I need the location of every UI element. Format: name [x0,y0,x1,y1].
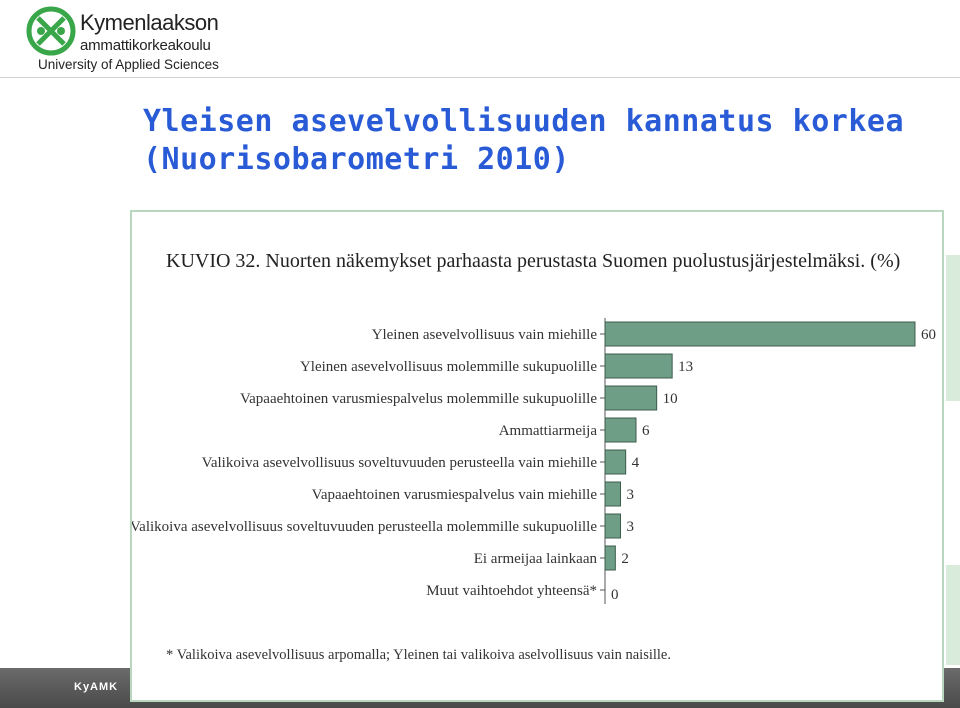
value-label: 3 [627,519,635,535]
value-label: 13 [678,359,693,375]
category-label: Yleinen asevelvollisuus molemmille sukup… [300,359,597,375]
value-label: 3 [627,487,635,503]
category-label: Ei armeijaa lainkaan [474,551,598,567]
category-label: Muut vaihtoehdot yhteensä* [426,583,597,599]
bar [604,385,658,411]
value-label: 2 [621,551,629,567]
bar [604,449,627,475]
logo-subtitle: ammattikorkeakoulu [80,37,211,54]
value-label: 0 [611,587,619,603]
category-label: Yleinen asevelvollisuus vain miehille [372,327,598,343]
bar [604,513,621,539]
bar [604,417,637,443]
decorative-stripe [946,565,960,665]
decorative-stripe [946,255,960,401]
slide-title-line-1: Yleisen asevelvollisuuden kannatus korke… [143,104,905,139]
value-label: 6 [642,423,650,439]
bar [604,353,673,379]
bar [604,545,616,571]
footer-label: KyAMK [74,681,119,693]
category-label: Valikoiva asevelvollisuus soveltuvuuden … [202,455,598,471]
logo-name: Kymenlaakson [80,10,219,35]
value-label: 4 [632,455,640,471]
category-label: Valikoiva asevelvollisuus soveltuvuuden … [132,519,597,535]
chart-footnote: * Valikoiva asevelvollisuus arpomalla; Y… [166,647,671,663]
chart-figure: KUVIO 32. Nuorten näkemykset parhaasta p… [130,210,944,702]
kyamk-logo: Kymenlaakson ammattikorkeakoulu Universi… [26,4,226,74]
kyamk-logo-icon [26,6,76,56]
bar-chart: Yleinen asevelvollisuus vain miehille 60Y… [132,318,936,604]
slide-title: Yleisen asevelvollisuuden kannatus korke… [143,103,943,179]
category-label: Vapaaehtoinen varusmiespalvelus vain mie… [312,487,598,503]
header-divider [0,77,960,78]
logo-tagline: University of Applied Sciences [38,57,219,72]
value-label: 60 [921,327,936,343]
slide-title-line-2: (Nuorisobarometri 2010) [143,142,570,177]
bar [604,481,621,507]
category-label: Vapaaehtoinen varusmiespalvelus molemmil… [240,391,597,407]
bar [604,321,916,347]
category-label: Ammattiarmeija [499,423,598,439]
value-label: 10 [663,391,678,407]
chart-title: KUVIO 32. Nuorten näkemykset parhaasta p… [166,250,901,272]
